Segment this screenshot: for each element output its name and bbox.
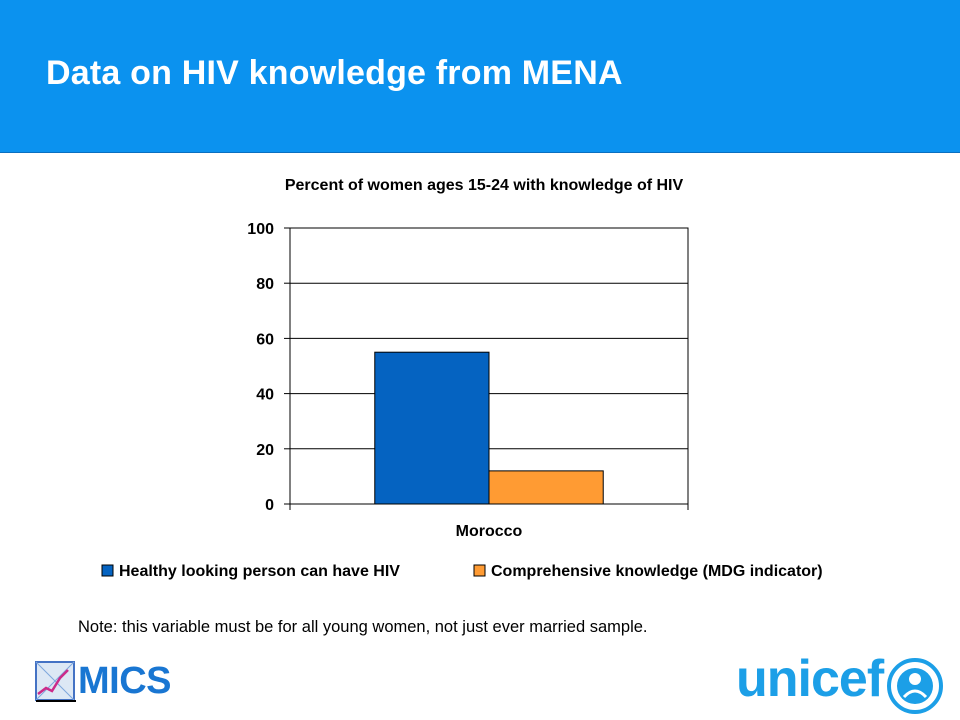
mics-chart-icon	[35, 661, 76, 702]
x-axis: Morocco	[289, 504, 689, 540]
legend-swatch-series-1	[101, 564, 114, 577]
bar-morocco-series-2	[488, 470, 604, 505]
y-axis: 0 20 40 60 80 100	[247, 221, 290, 514]
footnote: Note: this variable must be for all youn…	[78, 618, 648, 636]
page-title: Data on HIV knowledge from MENA	[46, 54, 623, 92]
title-banner: Data on HIV knowledge from MENA	[0, 0, 960, 153]
chart-title: Percent of women ages 15-24 with knowled…	[285, 177, 684, 194]
y-tick-label: 60	[256, 331, 274, 348]
legend-label-series-1: Healthy looking person can have HIV	[119, 563, 400, 580]
legend-swatch-series-2	[473, 564, 486, 577]
bar-chart: Percent of women ages 15-24 with knowled…	[101, 177, 823, 580]
y-tick-label: 20	[256, 442, 274, 459]
unicef-logo: unicef	[736, 650, 956, 715]
bar-morocco-series-1	[374, 351, 490, 505]
y-tick-label: 40	[256, 387, 274, 404]
y-tick-label: 0	[265, 497, 274, 514]
x-tick-label: Morocco	[456, 523, 523, 540]
bars	[374, 351, 604, 505]
y-tick-label: 100	[247, 221, 274, 238]
legend-label-series-2: Comprehensive knowledge (MDG indicator)	[491, 563, 823, 580]
y-tick-label: 80	[256, 276, 274, 293]
unicef-emblem-icon	[887, 658, 943, 714]
mics-logo-text: MICS	[78, 660, 172, 702]
unicef-logo-text: unicef	[736, 650, 884, 708]
legend: Healthy looking person can have HIV Compr…	[101, 563, 823, 580]
mics-logo: MICS	[34, 658, 184, 708]
